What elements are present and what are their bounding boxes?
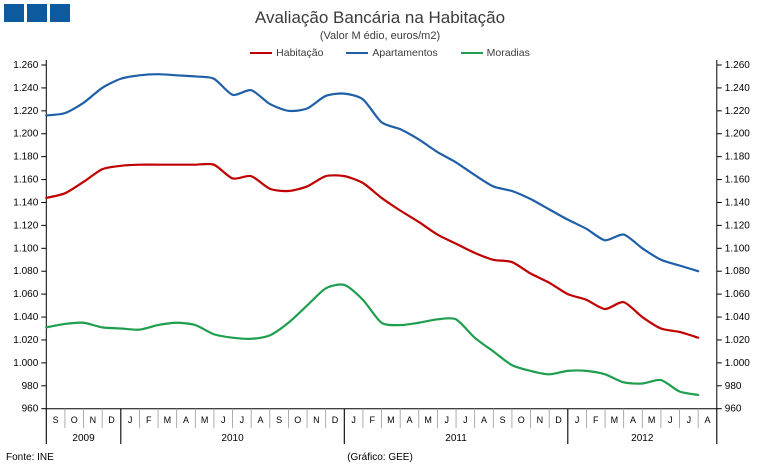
svg-text:1.120: 1.120 [13, 220, 38, 231]
svg-text:S: S [53, 415, 59, 425]
svg-text:M: M [201, 415, 209, 425]
svg-text:J: J [221, 415, 226, 425]
svg-text:A: A [481, 415, 487, 425]
svg-text:F: F [369, 415, 375, 425]
svg-text:A: A [183, 415, 189, 425]
svg-text:A: A [630, 415, 636, 425]
svg-text:1.180: 1.180 [725, 152, 750, 163]
svg-text:1.040: 1.040 [13, 312, 38, 323]
svg-text:D: D [108, 415, 115, 425]
svg-text:1.260: 1.260 [13, 60, 38, 71]
svg-text:J: J [444, 415, 449, 425]
svg-text:O: O [294, 415, 301, 425]
svg-text:2009: 2009 [72, 433, 95, 444]
svg-text:1.140: 1.140 [13, 197, 38, 208]
svg-text:M: M [648, 415, 656, 425]
svg-text:980: 980 [22, 381, 39, 392]
svg-text:1.000: 1.000 [13, 358, 38, 369]
svg-text:1.060: 1.060 [725, 289, 750, 300]
svg-text:1.000: 1.000 [725, 358, 750, 369]
svg-text:1.060: 1.060 [13, 289, 38, 300]
svg-text:J: J [463, 415, 468, 425]
svg-text:S: S [500, 415, 506, 425]
svg-text:980: 980 [725, 381, 742, 392]
svg-text:N: N [313, 415, 320, 425]
svg-text:J: J [668, 415, 673, 425]
svg-text:1.080: 1.080 [725, 266, 750, 277]
svg-text:M: M [611, 415, 619, 425]
svg-text:1.100: 1.100 [13, 243, 38, 254]
svg-text:960: 960 [725, 404, 742, 415]
svg-text:N: N [537, 415, 544, 425]
svg-text:J: J [351, 415, 356, 425]
svg-text:M: M [387, 415, 395, 425]
svg-text:D: D [555, 415, 562, 425]
svg-text:O: O [518, 415, 525, 425]
svg-text:1.020: 1.020 [13, 335, 38, 346]
svg-text:1.220: 1.220 [13, 106, 38, 117]
svg-text:N: N [90, 415, 97, 425]
svg-text:1.260: 1.260 [725, 60, 750, 71]
svg-text:F: F [593, 415, 599, 425]
svg-text:A: A [257, 415, 263, 425]
svg-text:F: F [146, 415, 152, 425]
svg-text:1.160: 1.160 [725, 175, 750, 186]
svg-text:1.120: 1.120 [725, 220, 750, 231]
svg-text:1.160: 1.160 [13, 175, 38, 186]
svg-text:1.020: 1.020 [725, 335, 750, 346]
svg-text:M: M [424, 415, 432, 425]
svg-text:1.200: 1.200 [725, 129, 750, 140]
svg-text:1.180: 1.180 [13, 152, 38, 163]
svg-text:J: J [240, 415, 245, 425]
svg-text:J: J [575, 415, 580, 425]
svg-text:960: 960 [22, 404, 39, 415]
svg-text:A: A [406, 415, 412, 425]
svg-text:1.100: 1.100 [725, 243, 750, 254]
svg-text:1.240: 1.240 [725, 83, 750, 94]
svg-text:J: J [128, 415, 133, 425]
svg-text:O: O [71, 415, 78, 425]
svg-text:1.040: 1.040 [725, 312, 750, 323]
svg-text:A: A [704, 415, 710, 425]
svg-text:2012: 2012 [631, 433, 654, 444]
svg-text:D: D [332, 415, 339, 425]
svg-text:S: S [276, 415, 282, 425]
svg-text:1.080: 1.080 [13, 266, 38, 277]
svg-text:1.240: 1.240 [13, 83, 38, 94]
svg-text:1.220: 1.220 [725, 106, 750, 117]
svg-text:J: J [687, 415, 692, 425]
svg-text:2011: 2011 [445, 433, 467, 444]
svg-text:1.140: 1.140 [725, 197, 750, 208]
svg-text:1.200: 1.200 [13, 129, 38, 140]
svg-text:2010: 2010 [221, 433, 244, 444]
svg-text:M: M [164, 415, 172, 425]
